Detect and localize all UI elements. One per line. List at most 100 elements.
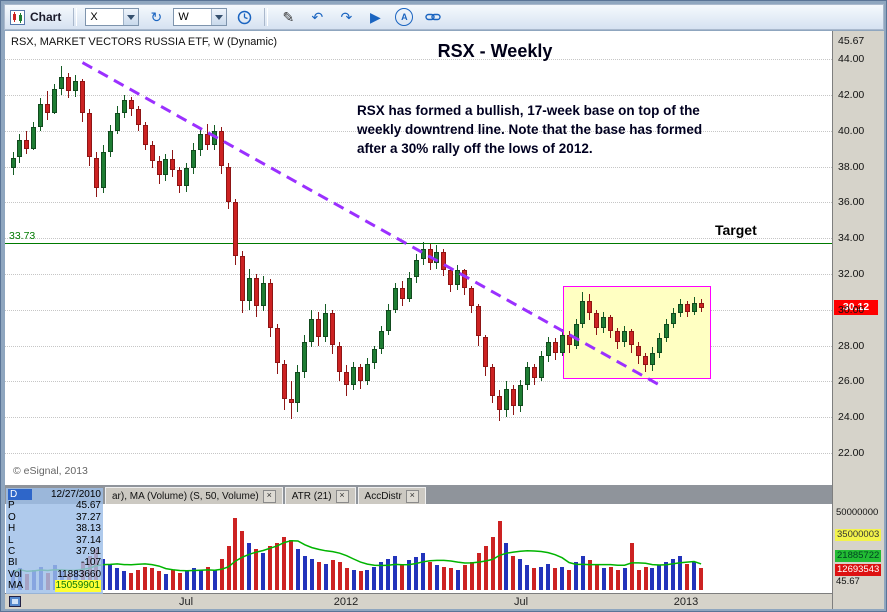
time-axis-label: Jul bbox=[178, 596, 194, 608]
volume-bar bbox=[177, 572, 182, 590]
data-window-row: BI -107 bbox=[8, 557, 101, 568]
study-tab[interactable]: ar), MA (Volume) (S, 50, Volume) × bbox=[105, 487, 283, 504]
volume-bar bbox=[122, 571, 127, 590]
volume-bar bbox=[664, 561, 669, 590]
base-highlight-box bbox=[562, 285, 711, 379]
chevron-down-icon[interactable] bbox=[123, 9, 139, 25]
price-axis-label: 30.00 bbox=[838, 303, 865, 316]
volume-bar bbox=[469, 561, 474, 590]
volume-bar bbox=[407, 560, 412, 590]
candle bbox=[698, 302, 704, 308]
chevron-down-icon[interactable] bbox=[211, 9, 227, 25]
candle bbox=[205, 134, 211, 145]
volume-bar bbox=[115, 568, 120, 590]
volume-bar bbox=[157, 571, 161, 590]
candle bbox=[524, 367, 530, 385]
play-icon[interactable]: ▶ bbox=[369, 8, 381, 25]
candle bbox=[684, 304, 690, 312]
interval-combo-value: W bbox=[178, 11, 189, 23]
volume-bar bbox=[421, 552, 426, 590]
volume-bar bbox=[608, 566, 613, 590]
study-tab[interactable]: AccDistr × bbox=[357, 487, 426, 504]
time-axis-label: 2012 bbox=[333, 596, 359, 608]
price-gridline bbox=[5, 94, 832, 96]
volume-bar bbox=[441, 566, 446, 590]
price-axis[interactable]: 45.67 30.12 44.00 42.00 40.00 38.00 36.00 34.… bbox=[832, 31, 884, 609]
link-icon[interactable] bbox=[421, 6, 445, 28]
candle bbox=[587, 300, 593, 314]
volume-bar bbox=[629, 543, 634, 590]
toolbar-separator bbox=[264, 8, 269, 26]
rotate-left-icon[interactable]: ↶ bbox=[311, 8, 324, 25]
volume-bar bbox=[309, 558, 314, 590]
candle bbox=[80, 80, 85, 113]
candle bbox=[392, 288, 398, 310]
symbol-combo[interactable]: X bbox=[85, 8, 140, 26]
data-window-key: BI bbox=[8, 557, 18, 569]
clock-icon-button[interactable] bbox=[232, 6, 256, 28]
tab-close-icon[interactable]: × bbox=[335, 489, 349, 503]
volume-bar bbox=[692, 561, 697, 590]
candle bbox=[309, 318, 315, 342]
candle bbox=[24, 139, 30, 149]
volume-bar bbox=[226, 546, 231, 590]
candle bbox=[406, 277, 412, 299]
volume-bar bbox=[483, 546, 488, 590]
candle bbox=[413, 259, 419, 278]
candle bbox=[281, 363, 287, 400]
volume-bar bbox=[448, 568, 453, 590]
candle bbox=[10, 157, 16, 169]
interval-combo[interactable]: W bbox=[173, 8, 228, 26]
volume-bar bbox=[289, 540, 293, 590]
candle bbox=[649, 352, 655, 366]
study-tab[interactable]: ATR (21) × bbox=[284, 487, 356, 504]
candle bbox=[59, 76, 65, 90]
red-volume-badge: 12693543 bbox=[835, 564, 882, 577]
candle bbox=[594, 313, 600, 328]
tab-close-icon[interactable]: × bbox=[405, 489, 419, 503]
candle bbox=[323, 313, 329, 337]
draw-pencil-icon[interactable]: ✎ bbox=[282, 8, 295, 25]
annotation-a-icon[interactable]: A bbox=[392, 6, 416, 28]
volume-bar bbox=[184, 571, 189, 590]
candle bbox=[517, 384, 523, 407]
time-axis-label: Jul bbox=[513, 596, 529, 608]
volume-bar bbox=[525, 565, 530, 590]
volume-bar bbox=[351, 569, 356, 590]
data-window-row: Vol 11883660 bbox=[8, 569, 101, 580]
volume-bar bbox=[316, 561, 321, 590]
tab-close-icon[interactable]: × bbox=[262, 489, 276, 503]
target-price-value: 33.73 bbox=[9, 229, 36, 242]
candle bbox=[545, 342, 551, 357]
candle bbox=[469, 288, 475, 307]
volume-bar bbox=[295, 549, 300, 590]
candle bbox=[643, 356, 648, 366]
candlestick-chart-icon bbox=[10, 9, 25, 25]
candle bbox=[100, 152, 106, 188]
volume-bar bbox=[650, 568, 655, 590]
volume-bar bbox=[428, 561, 432, 590]
data-window-key: L bbox=[8, 534, 14, 546]
volume-bar bbox=[678, 555, 683, 590]
price-axis-label: 42.00 bbox=[838, 88, 865, 101]
candle bbox=[66, 76, 72, 92]
candle bbox=[337, 345, 343, 373]
volume-bar bbox=[504, 543, 509, 590]
refresh-icon[interactable]: ↻ bbox=[150, 8, 163, 25]
data-window-key: C bbox=[8, 546, 16, 558]
candle bbox=[566, 334, 572, 346]
candle bbox=[622, 331, 628, 342]
volume-plot[interactable] bbox=[5, 504, 832, 593]
time-axis[interactable]: Jul 2012 Jul 2013 bbox=[5, 593, 832, 609]
price-axis-label: 28.00 bbox=[838, 339, 865, 352]
data-window-key: D bbox=[8, 489, 32, 501]
volume-bar bbox=[379, 561, 384, 590]
status-icon[interactable] bbox=[9, 596, 21, 607]
candle bbox=[656, 338, 662, 353]
volume-bar bbox=[685, 563, 690, 590]
candle bbox=[73, 80, 79, 92]
study-tab-label: ar), MA (Volume) (S, 50, Volume) bbox=[112, 490, 259, 502]
candle bbox=[476, 306, 482, 337]
price-chart-plot[interactable]: RSX, MARKET VECTORS RUSSIA ETF, W (Dynam… bbox=[5, 31, 832, 485]
rotate-right-icon[interactable]: ↷ bbox=[340, 8, 353, 25]
